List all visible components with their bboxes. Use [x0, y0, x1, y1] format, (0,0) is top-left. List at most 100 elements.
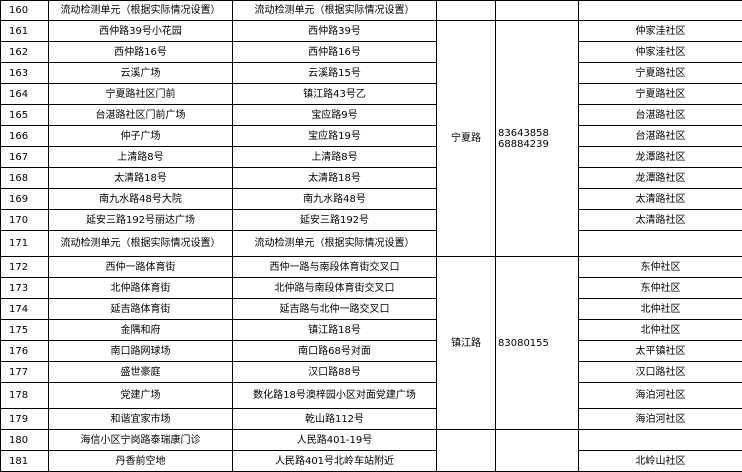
site-address: 延安三路192号 [233, 210, 437, 231]
site-name: 盛世豪庭 [49, 362, 233, 383]
row-number: 166 [1, 126, 49, 147]
site-address: 流动检测单元（根据实际情况设置） [233, 1, 437, 21]
community [579, 1, 742, 21]
row-number: 162 [1, 42, 49, 63]
community: 台湛路社区 [579, 126, 742, 147]
row-number: 172 [1, 257, 49, 278]
site-name: 太清路18号 [49, 168, 233, 189]
site-address: 南口路68号对面 [233, 341, 437, 362]
row-number: 170 [1, 210, 49, 231]
row-number: 165 [1, 105, 49, 126]
row-number: 160 [1, 1, 49, 21]
row-number: 180 [1, 430, 49, 451]
site-name: 南口路网球场 [49, 341, 233, 362]
community [579, 430, 742, 451]
community: 龙潭路社区 [579, 147, 742, 168]
site-address: 西仲一路与南段体育街交叉口 [233, 257, 437, 278]
site-name: 仲子广场 [49, 126, 233, 147]
site-address: 汉口路88号 [233, 362, 437, 383]
row-number: 175 [1, 320, 49, 341]
site-address: 宝应路19号 [233, 126, 437, 147]
site-address: 宝应路9号 [233, 105, 437, 126]
site-address: 乾山路112号 [233, 409, 437, 430]
phone-number: 83080155 [498, 338, 576, 349]
community: 宁夏路社区 [579, 63, 742, 84]
site-address: 人民路401-19号 [233, 430, 437, 451]
street [437, 1, 496, 21]
phone [496, 1, 579, 21]
community: 海泊河社区 [579, 409, 742, 430]
site-name: 丹香前空地 [49, 451, 233, 472]
phone-number: 83643858 [498, 128, 576, 139]
site-name: 西仲路16号 [49, 42, 233, 63]
site-name: 上清路8号 [49, 147, 233, 168]
row-number: 168 [1, 168, 49, 189]
row-number: 167 [1, 147, 49, 168]
site-name: 延安三路192号丽达广场 [49, 210, 233, 231]
site-address: 镇江路43号乙 [233, 84, 437, 105]
row-number: 161 [1, 21, 49, 42]
community: 东仲社区 [579, 278, 742, 299]
row-number: 176 [1, 341, 49, 362]
street [437, 430, 496, 472]
community: 宁夏路社区 [579, 84, 742, 105]
community [579, 231, 742, 257]
site-name: 和谐宜家市场 [49, 409, 233, 430]
site-address: 西仲路16号 [233, 42, 437, 63]
site-name: 金隅和府 [49, 320, 233, 341]
site-name: 云溪广场 [49, 63, 233, 84]
row-number: 169 [1, 189, 49, 210]
site-name: 流动检测单元（根据实际情况设置） [49, 231, 233, 257]
site-name: 延吉路体育街 [49, 299, 233, 320]
row-number: 163 [1, 63, 49, 84]
community: 仲家洼社区 [579, 42, 742, 63]
community: 北岭山社区 [579, 451, 742, 472]
row-number: 177 [1, 362, 49, 383]
site-address: 镇江路18号 [233, 320, 437, 341]
site-name: 西仲路39号小花园 [49, 21, 233, 42]
community: 仲家洼社区 [579, 21, 742, 42]
site-address: 延吉路与北仲一路交叉口 [233, 299, 437, 320]
row-number: 164 [1, 84, 49, 105]
site-name: 党建广场 [49, 383, 233, 409]
community: 东仲社区 [579, 257, 742, 278]
community: 龙潭路社区 [579, 168, 742, 189]
site-name: 南九水路48号大院 [49, 189, 233, 210]
site-name: 西仲一路体育街 [49, 257, 233, 278]
row-number: 181 [1, 451, 49, 472]
site-address: 西仲路39号 [233, 21, 437, 42]
site-address: 南九水路48号 [233, 189, 437, 210]
street: 镇江路 [437, 257, 496, 430]
phone-number: 68884239 [498, 139, 576, 150]
community: 北仲社区 [579, 299, 742, 320]
phone: 83080155 [496, 257, 579, 430]
site-address: 数化路18号澳梓园小区对面党建广场 [233, 383, 437, 409]
row-number: 174 [1, 299, 49, 320]
site-name: 台湛路社区门前广场 [49, 105, 233, 126]
site-address: 太清路18号 [233, 168, 437, 189]
community: 台湛路社区 [579, 105, 742, 126]
row-number: 179 [1, 409, 49, 430]
community: 海泊河社区 [579, 383, 742, 409]
site-address: 人民路401号北岭车站附近 [233, 451, 437, 472]
